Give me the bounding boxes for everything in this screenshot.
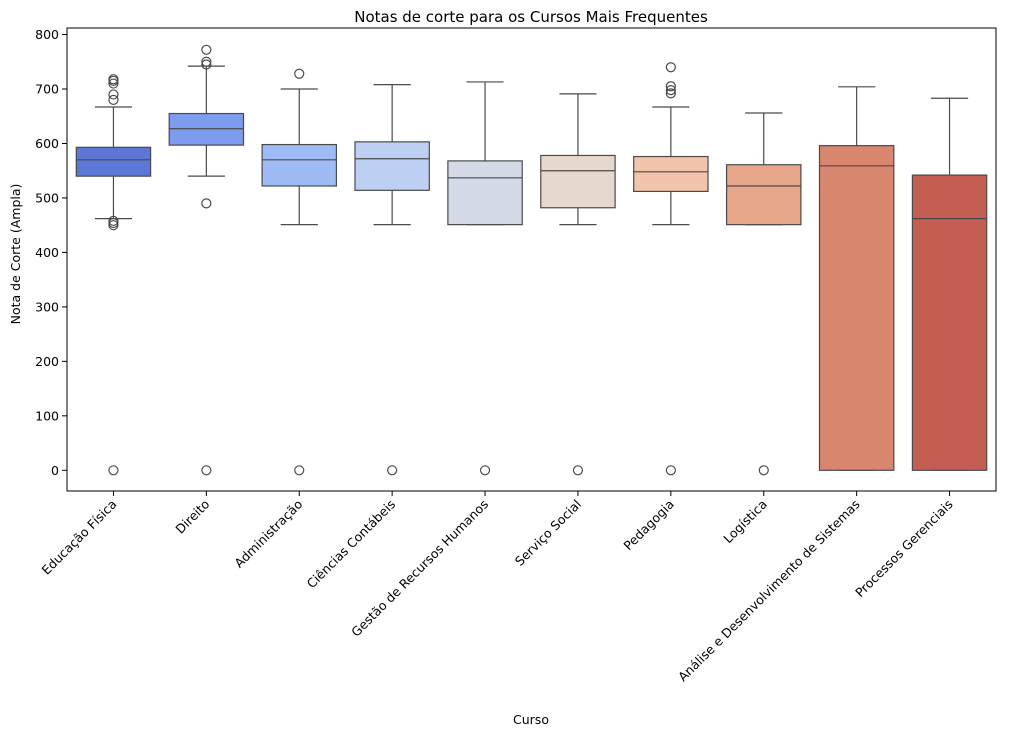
outlier-point <box>665 465 676 476</box>
outlier-point <box>108 215 119 226</box>
x-tick-label: Logística <box>720 497 770 547</box>
y-tick-label: 800 <box>35 27 59 42</box>
x-tick-label: Serviço Social <box>512 497 584 569</box>
outlier-point <box>665 84 676 96</box>
box-iqr <box>261 143 338 187</box>
y-tick-label: 700 <box>35 82 59 97</box>
box-iqr <box>447 160 523 226</box>
x-tick-label: Educação Física <box>39 497 120 578</box>
y-tick-label: 400 <box>35 245 59 260</box>
outlier-point <box>108 78 119 89</box>
y-tick-label: 0 <box>51 463 59 478</box>
box-iqr <box>354 141 430 191</box>
outlier-point <box>665 81 676 92</box>
box-iqr <box>725 164 802 226</box>
box-iqr <box>911 174 988 471</box>
outlier-point <box>108 89 119 100</box>
outlier-point <box>108 217 119 229</box>
y-tick-label: 500 <box>35 190 59 205</box>
outlier-point <box>572 465 584 476</box>
outlier-point <box>201 56 212 67</box>
y-tick-label: 200 <box>35 354 59 369</box>
box-iqr <box>75 146 152 177</box>
x-tick-label: Processos Gerenciais <box>852 497 956 601</box>
outlier-point <box>665 88 676 99</box>
plot-frame <box>66 27 997 492</box>
y-axis-label: Nota de Corte (Ampla) <box>8 184 23 325</box>
outlier-point <box>387 465 398 476</box>
box-iqr <box>633 155 709 193</box>
outlier-point <box>479 465 491 476</box>
outlier-point <box>201 59 212 70</box>
outlier-point <box>201 198 212 209</box>
x-tick-label: Ciências Contábeis <box>304 497 399 592</box>
outlier-point <box>108 74 119 85</box>
x-tick-label: Análise e Desenvolvimento de Sistemas <box>675 497 863 685</box>
y-tick-label: 300 <box>35 299 59 314</box>
x-tick-label: Pedagogia <box>620 497 677 554</box>
outlier-point <box>201 44 212 55</box>
outlier-point <box>108 465 119 476</box>
box-iqr <box>818 145 895 471</box>
outlier-point <box>201 465 212 476</box>
outlier-point <box>108 94 119 106</box>
outlier-point <box>758 465 769 476</box>
plot-area: 0 100 200 300 400 500 600 700 800 Educação Física… <box>35 27 997 685</box>
x-tick-label: Administração <box>231 497 305 571</box>
outlier-point <box>665 62 676 73</box>
chart-title: Notas de corte para os Cursos Mais Frequ… <box>354 8 708 26</box>
box-iqr <box>540 154 616 209</box>
x-tick-label: Direito <box>172 497 212 537</box>
y-tick-label: 100 <box>35 408 59 423</box>
outlier-point <box>294 68 305 79</box>
x-axis-label: Curso <box>513 712 549 727</box>
y-tick-label: 600 <box>35 136 59 151</box>
outlier-point <box>294 465 305 476</box>
